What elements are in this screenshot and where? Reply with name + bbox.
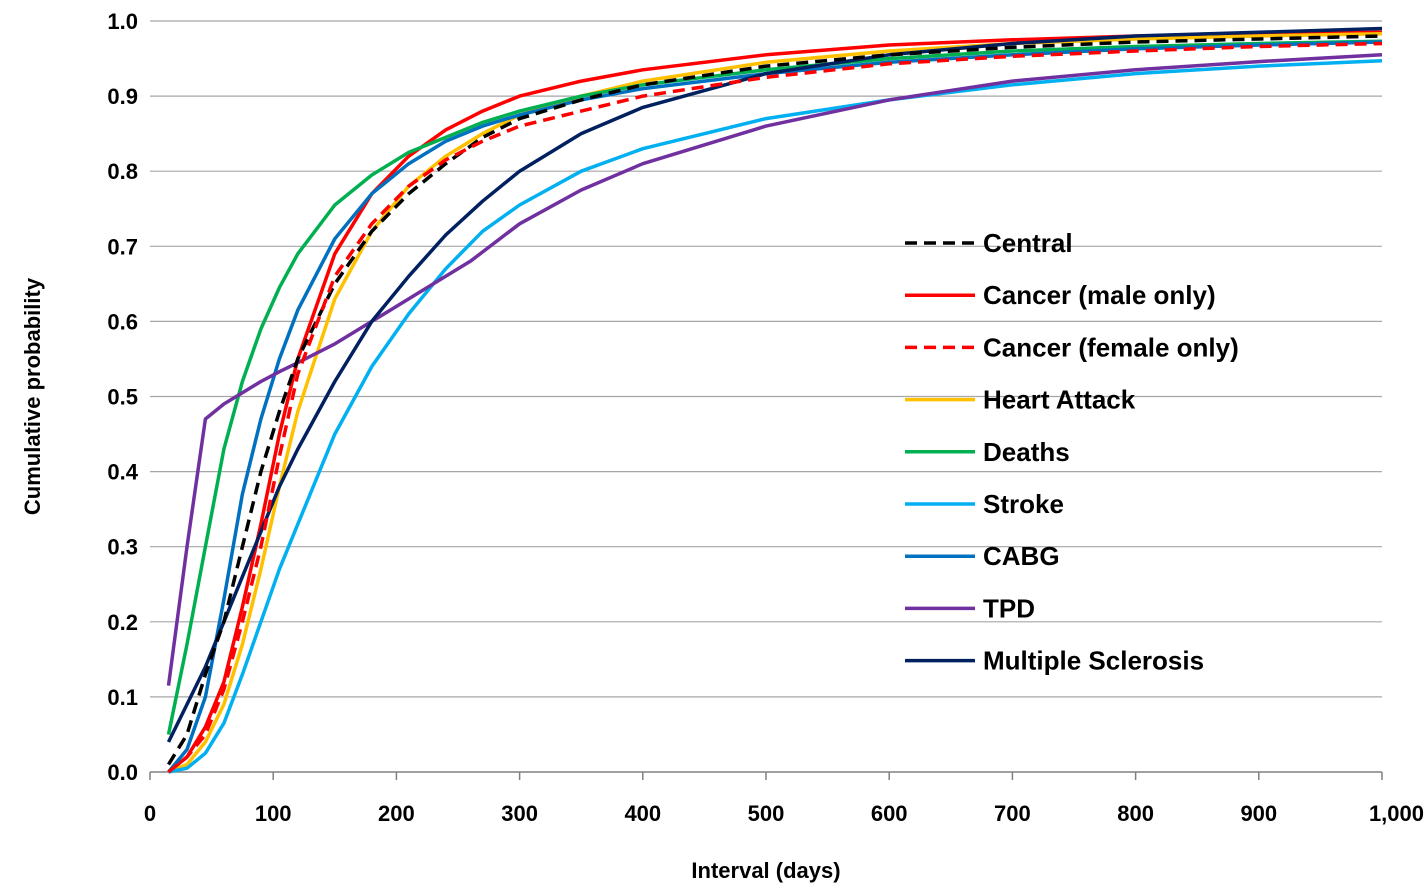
series-line-cancer-female-only bbox=[167, 41, 1383, 774]
x-tick-label: 800 bbox=[1117, 801, 1154, 826]
y-tick-label: 0.5 bbox=[107, 385, 138, 410]
series-line-cabg bbox=[167, 40, 1383, 774]
x-tick-label: 300 bbox=[501, 801, 538, 826]
gridlines bbox=[150, 20, 1382, 698]
x-tick-label: 700 bbox=[994, 801, 1031, 826]
y-tick-label: 1.0 bbox=[107, 9, 138, 34]
y-axis-title: Cumulative probability bbox=[20, 277, 45, 515]
x-tick-label: 200 bbox=[378, 801, 415, 826]
y-tick-label: 0.9 bbox=[107, 84, 138, 109]
series-line-deaths bbox=[166, 39, 1383, 735]
y-tick-label: 0.1 bbox=[107, 685, 138, 710]
legend-label: Central bbox=[983, 228, 1073, 258]
legend-label: TPD bbox=[983, 593, 1035, 623]
y-tick-label: 0.7 bbox=[107, 234, 138, 259]
y-tick-label: 0.3 bbox=[107, 535, 138, 560]
series-line-multiple-sclerosis bbox=[166, 26, 1383, 743]
x-tick-label: 600 bbox=[871, 801, 908, 826]
legend-label: Heart Attack bbox=[983, 385, 1136, 415]
x-axis-ticks: 0 100 200 300 400 500 600 700 800 900 1,000 bbox=[144, 772, 1424, 826]
y-tick-label: 0.6 bbox=[107, 309, 138, 334]
y-tick-label: 0.8 bbox=[107, 159, 138, 184]
y-tick-label: 0.2 bbox=[107, 610, 138, 635]
legend-label: Multiple Sclerosis bbox=[983, 646, 1204, 676]
y-axis-ticks: 0.0 0.1 0.2 0.3 0.4 0.5 0.6 0.7 0.8 0.9 1.0 bbox=[107, 9, 138, 785]
legend-label: Stroke bbox=[983, 489, 1064, 519]
legend-label: Cancer (female only) bbox=[983, 332, 1239, 362]
x-tick-label: 900 bbox=[1240, 801, 1277, 826]
legend-label: CABG bbox=[983, 541, 1060, 571]
x-axis-title: Interval (days) bbox=[691, 858, 840, 883]
x-tick-label: 0 bbox=[144, 801, 156, 826]
series-lines bbox=[166, 26, 1383, 774]
legend: Central Cancer (male only) Cancer (female … bbox=[905, 228, 1239, 676]
x-tick-label: 100 bbox=[255, 801, 292, 826]
series-line-stroke bbox=[168, 59, 1383, 774]
legend-label: Deaths bbox=[983, 437, 1070, 467]
legend-label: Cancer (male only) bbox=[983, 280, 1216, 310]
y-tick-label: 0.0 bbox=[107, 760, 138, 785]
y-tick-label: 0.4 bbox=[107, 460, 138, 485]
x-tick-label: 400 bbox=[624, 801, 661, 826]
series-line-tpd bbox=[166, 53, 1383, 686]
series-line-central bbox=[167, 34, 1383, 766]
x-tick-label: 1,000 bbox=[1369, 801, 1424, 826]
x-tick-label: 500 bbox=[748, 801, 785, 826]
